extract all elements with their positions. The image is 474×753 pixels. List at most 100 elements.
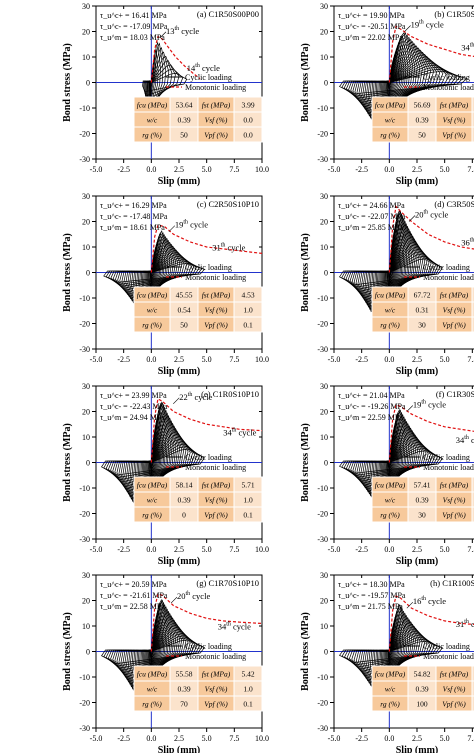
cyclic-loop (349, 632, 433, 673)
cycle-label-peak: 20th cycle (415, 210, 448, 220)
y-tick-label: -10 (79, 673, 90, 682)
cyclic-loop (101, 448, 205, 476)
y-tick-label: 0 (86, 459, 90, 468)
cyclic-loop (351, 630, 430, 675)
y-tick-label: -30 (317, 155, 328, 164)
table-value: 0.31 (415, 306, 428, 315)
chart-panel-h: -30-20-100102030-5.0-2.50.02.55.07.510.0… (300, 571, 474, 753)
tau-monotonic: τ_u^m = 18.61 MPa (100, 223, 165, 232)
table-cell (233, 506, 263, 523)
table-value: 30 (418, 321, 426, 330)
table-label: fst (MPa) (202, 291, 231, 300)
y-tick-label: 30 (82, 192, 90, 201)
x-tick-label: 0.0 (146, 734, 156, 743)
cyclic-loop (354, 434, 427, 489)
x-tick-label: 2.5 (412, 734, 422, 743)
x-tick-label: -5.0 (90, 355, 103, 364)
x-tick-label: 2.5 (174, 734, 184, 743)
y-tick-label: 20 (320, 408, 328, 417)
x-tick-label: 2.5 (174, 165, 184, 174)
y-tick-label: -20 (317, 699, 328, 708)
table-label: Vsf (%) (205, 116, 228, 125)
x-tick-label: 5.0 (202, 165, 212, 174)
y-tick-label: -30 (79, 345, 90, 354)
y-tick-label: -20 (79, 699, 90, 708)
cyclic-loop (352, 58, 447, 108)
legend-label-cyclic: Cyclic loading (185, 263, 232, 272)
x-tick-label: 5.0 (440, 734, 450, 743)
y-tick-label: 0 (324, 459, 328, 468)
x-tick-label: 0.0 (384, 355, 394, 364)
y-tick-label: -20 (317, 510, 328, 519)
cyclic-loop (352, 436, 429, 487)
table-label: fcu (MPa) (137, 481, 168, 490)
table-label: fcu (MPa) (375, 291, 406, 300)
cyclic-loop (350, 439, 431, 484)
cycle-label-peak: 16th cycle (413, 596, 446, 606)
y-axis-title: Bond stress (MPa) (62, 233, 73, 312)
chart-panel-g: -30 -20 -10 0 10 20 30 -5.0 -2.5 0.0 2.5 5.0 7.5 10.0… (62, 571, 269, 753)
table-label: fst (MPa) (202, 101, 231, 110)
x-axis-title: Slip (mm) (396, 176, 439, 187)
table-cell (471, 316, 474, 333)
table-cell (471, 695, 474, 712)
table-cell (471, 680, 474, 697)
table-value: 0.39 (177, 685, 190, 694)
y-tick-label: 10 (82, 243, 90, 252)
tau-positive: τ_u^c+ = 23.99 MPa (100, 391, 167, 400)
table-value: 0.39 (415, 685, 428, 694)
x-tick-label: -2.5 (117, 355, 130, 364)
chart-panel-e: -30 -20 -10 0 10 20 30 -5.0 -2.5 0.0 2.5 5.0 7.5 10.0… (62, 382, 269, 567)
panel-label: (d) C3R50S10P10 (434, 199, 474, 209)
cyclic-loop (343, 66, 461, 99)
table-value: 3.99 (241, 101, 254, 110)
table-cell (471, 665, 474, 682)
table-label: fst (MPa) (440, 101, 469, 110)
cyclic-loop (121, 247, 185, 300)
cycle-pointer (406, 601, 414, 609)
table-label: Vpf (%) (442, 511, 466, 520)
x-tick-label: 7.5 (467, 545, 474, 554)
panel-label: (f) C1R30S10P10 (436, 389, 474, 399)
monotonic-curve (388, 205, 474, 273)
tau-negative: τ_u^c- = -21.61 MPa (100, 591, 168, 600)
monotonic-curve (150, 224, 263, 273)
x-tick-label: -5.0 (328, 545, 341, 554)
x-axis-title: Slip (mm) (396, 556, 439, 567)
x-tick-label: 7.5 (229, 165, 239, 174)
y-tick-label: 30 (82, 571, 90, 580)
cyclic-loop (105, 635, 200, 669)
chart-panel-d: -30-20-100102030-5.0-2.50.02.55.07.510.0… (300, 192, 474, 377)
cyclic-loop (117, 251, 190, 295)
monotonic-curve (388, 25, 474, 83)
table-value: 0.39 (177, 116, 190, 125)
x-axis-title: Slip (mm) (396, 745, 439, 753)
tau-negative: τ_u^c- = -22.43 MPa (100, 402, 168, 411)
cyclic-loop (355, 625, 425, 679)
table-label: rg (%) (142, 511, 162, 520)
y-tick-label: 30 (82, 2, 90, 11)
y-tick-label: -10 (79, 104, 90, 113)
cycle-label-last: 14th cycle (187, 63, 220, 73)
x-axis-title: Slip (mm) (158, 176, 201, 187)
cyclic-loop (144, 64, 180, 102)
table-value: 1.0 (243, 496, 253, 505)
x-tick-label: 2.5 (412, 165, 422, 174)
table-label: w/c (385, 116, 396, 125)
cycle-label-last: 34th cycle (456, 435, 474, 445)
cyclic-loop (349, 245, 432, 297)
cyclic-loop (344, 636, 438, 668)
monotonic-curve (388, 404, 474, 463)
table-value: 100 (416, 700, 428, 709)
table-label: w/c (147, 496, 158, 505)
y-tick-label: -20 (79, 130, 90, 139)
x-tick-label: 0.0 (146, 165, 156, 174)
y-tick-label: -30 (317, 535, 328, 544)
tau-negative: τ_u^c- = -19.26 MPa (338, 402, 406, 411)
cyclic-loop (115, 253, 192, 293)
cyclic-loop (343, 253, 439, 290)
cyclic-loop (338, 640, 444, 663)
cyclic-loop (105, 261, 203, 285)
cyclic-loop (143, 68, 184, 98)
